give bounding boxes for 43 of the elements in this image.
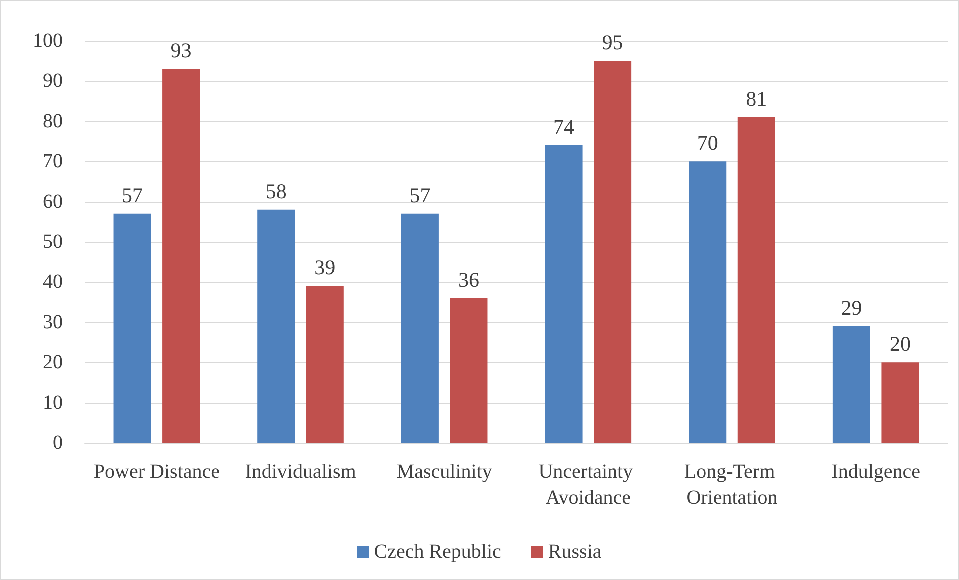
bar bbox=[258, 210, 296, 443]
bar bbox=[594, 61, 632, 443]
bar bbox=[738, 117, 776, 443]
data-label: 93 bbox=[170, 38, 192, 63]
x-tick-label: Indulgence bbox=[832, 461, 921, 483]
data-label: 81 bbox=[746, 86, 768, 111]
data-label: 70 bbox=[697, 131, 718, 156]
bar bbox=[450, 298, 488, 443]
y-tick-label: 60 bbox=[43, 190, 63, 213]
y-tick-label: 0 bbox=[53, 432, 63, 454]
data-label: 74 bbox=[554, 115, 576, 140]
data-label: 29 bbox=[841, 296, 862, 320]
data-label: 95 bbox=[602, 30, 624, 55]
bar bbox=[306, 286, 344, 443]
y-tick-label: 50 bbox=[43, 231, 63, 253]
bar bbox=[401, 214, 439, 443]
y-tick-label: 30 bbox=[43, 311, 63, 334]
bar bbox=[832, 326, 870, 443]
y-tick-label: 100 bbox=[33, 30, 63, 52]
x-tick-label: Masculinity bbox=[396, 461, 492, 483]
data-label: 20 bbox=[890, 332, 911, 356]
y-tick-label: 80 bbox=[43, 110, 63, 132]
y-tick-label: 10 bbox=[43, 392, 63, 414]
bar bbox=[114, 214, 152, 443]
y-tick-label: 20 bbox=[43, 352, 63, 374]
x-tick-label: Individualism bbox=[245, 461, 357, 483]
data-label: 39 bbox=[314, 256, 336, 280]
data-label: 36 bbox=[458, 268, 480, 292]
y-tick-label: 40 bbox=[43, 271, 63, 294]
bar bbox=[545, 146, 583, 443]
bar bbox=[162, 69, 200, 443]
data-label: 58 bbox=[266, 179, 287, 204]
x-tick-label: Power Distance bbox=[94, 461, 220, 483]
x-tick-label: Uncertainty Avoidance bbox=[538, 461, 638, 509]
bar bbox=[882, 362, 920, 443]
bar bbox=[689, 162, 727, 443]
legend-label: Russia bbox=[548, 541, 602, 563]
data-label: 57 bbox=[410, 183, 431, 208]
y-tick-label: 90 bbox=[43, 70, 63, 92]
y-tick-label: 70 bbox=[43, 150, 63, 173]
data-label: 57 bbox=[122, 183, 144, 208]
x-tick-label: Long-Term Orientation bbox=[684, 461, 780, 509]
legend-label: Czech Republic bbox=[374, 541, 502, 563]
